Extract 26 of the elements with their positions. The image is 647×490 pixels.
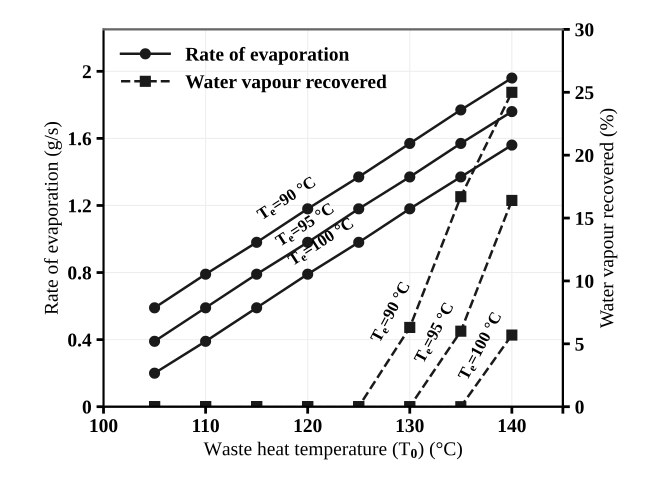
x-tick-label: 120 [294, 419, 322, 432]
annotation: T$_{e}$=90 °C [370, 281, 412, 344]
y2-tick-label: 0 [575, 400, 584, 414]
y-axis-title: Rate of evaporation (g/s) [44, 122, 62, 314]
annotation: T$_{e}$=95 °C [413, 302, 456, 366]
y2-tick-label: 5 [575, 338, 584, 351]
x-axis-title: Waste heat temperature (T$_{0}$) (°C) [204, 442, 462, 460]
y2-tick-label: 10 [576, 274, 594, 288]
y-tick-label: 0.4 [68, 333, 92, 347]
y-tick-label: 1.2 [68, 199, 91, 212]
x-tick-label: 100 [90, 419, 118, 432]
legend-label: Water vapour recovered [185, 74, 387, 92]
legend-label: Rate of evaporation [186, 46, 350, 65]
annotation: T$_{e}$=100 °C [457, 311, 504, 382]
y2-axis-title: Water vapour recovered (%) [600, 108, 618, 328]
y2-tick-label: 15 [576, 212, 594, 225]
y-tick-label: 0 [82, 400, 91, 414]
y2-tick-label: 30 [575, 23, 594, 36]
x-tick-label: 130 [396, 419, 424, 432]
y-tick-label: 2 [82, 65, 91, 78]
y-tick-label: 0.8 [68, 266, 92, 280]
y2-tick-label: 25 [576, 86, 594, 100]
y2-tick-label: 20 [576, 148, 594, 162]
y-tick-label: 1.6 [68, 132, 92, 146]
x-tick-label: 140 [498, 419, 526, 432]
x-tick-label: 110 [193, 419, 219, 432]
